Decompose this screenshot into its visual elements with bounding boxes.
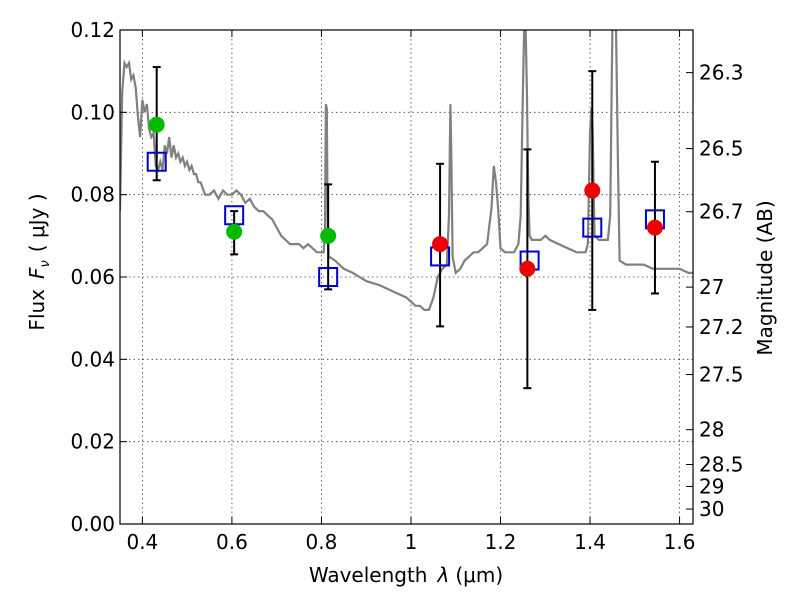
observed-flux-point [148, 116, 165, 133]
observed-flux-point [432, 236, 449, 253]
model-flux-square [318, 267, 339, 287]
grid-lines [120, 30, 693, 524]
magnitude-tick-label: 28 [699, 418, 724, 442]
observed-flux-point [584, 182, 601, 199]
y-tick-label: 0.02 [70, 430, 115, 454]
x-tick-label: 0.6 [216, 530, 248, 554]
y-tick-label: 0.04 [70, 347, 115, 371]
magnitude-tick-label: 27.5 [699, 363, 744, 387]
model-spectrum-line [120, 30, 693, 311]
magnitude-tick-label: 27 [699, 275, 724, 299]
model-flux-square [146, 151, 167, 172]
y-tick-label: 0.08 [70, 183, 115, 207]
x-tick-label: 0.8 [306, 530, 338, 554]
x-tick-label: 1.4 [574, 530, 606, 554]
model-flux-square [582, 217, 603, 238]
x-axis-label: Wavelength λ (μm) [309, 563, 503, 587]
y-tick-label: 0.12 [70, 18, 115, 42]
y-axis-label: FluxFν( μJy ) [25, 193, 53, 330]
x-tick-label: 1.6 [664, 530, 696, 554]
magnitude-tick-label: 26.3 [699, 61, 744, 85]
observed-flux-point [646, 219, 663, 236]
axis-ticks: 0.4 0.6 0.8 1 1.2 1.4 1.6 0.00 0.02 0.04 0.06 0.08 0… [70, 18, 743, 554]
magnitude-tick-label: 26.5 [699, 137, 744, 161]
magnitude-tick-label: 27.2 [699, 315, 744, 339]
magnitude-tick-label: 26.7 [699, 200, 744, 224]
observed-flux-point [320, 227, 337, 244]
observed-flux-point [226, 223, 243, 240]
magnitude-tick-label: 30 [699, 497, 724, 521]
magnitude-tick-label: 29 [699, 474, 724, 498]
y-tick-label: 0.10 [70, 100, 115, 124]
magnitude-tick-label: 28.5 [699, 452, 744, 476]
plot-area [120, 30, 693, 311]
y-tick-label: 0.06 [70, 265, 115, 289]
magnitude-axis-label: Magnitude (AB) [753, 200, 777, 355]
observed-flux-point [519, 260, 536, 277]
y-tick-label: 0.00 [70, 512, 115, 536]
data-marks [146, 66, 665, 390]
x-tick-label: 1 [405, 530, 418, 554]
x-tick-label: 0.4 [126, 530, 158, 554]
x-tick-label: 1.2 [485, 530, 517, 554]
